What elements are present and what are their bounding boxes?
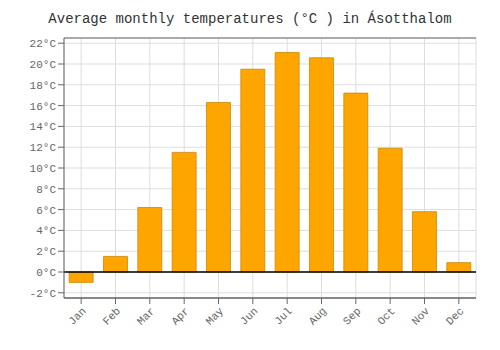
svg-text:Nov: Nov: [410, 305, 433, 328]
svg-text:Aug: Aug: [307, 305, 329, 327]
svg-text:Jun: Jun: [238, 305, 260, 327]
svg-text:16°C: 16°C: [30, 101, 57, 113]
svg-text:6°C: 6°C: [36, 205, 56, 217]
html-text:Average monthly temperatures (: Average monthly temperatures (°C ) in Ás…: [48, 11, 452, 27]
svg-text:Dec: Dec: [444, 305, 466, 327]
svg-text:0°C: 0°C: [36, 267, 56, 279]
svg-text:4°C: 4°C: [36, 225, 56, 237]
svg-text:Jan: Jan: [66, 305, 88, 327]
svg-text:Apr: Apr: [169, 305, 191, 327]
svg-text:20°C: 20°C: [30, 59, 57, 71]
svg-text:22°C: 22°C: [30, 38, 57, 50]
svg-text:Oct: Oct: [375, 305, 397, 327]
svg-text:Mar: Mar: [135, 305, 157, 327]
svg-text:8°C: 8°C: [36, 184, 56, 196]
svg-text:12°C: 12°C: [30, 142, 57, 154]
svg-text:Jul: Jul: [272, 305, 294, 327]
svg-text:10°C: 10°C: [30, 163, 57, 175]
svg-text:Sep: Sep: [341, 305, 363, 327]
svg-text:14°C: 14°C: [30, 121, 57, 133]
svg-text:-2°C: -2°C: [30, 288, 57, 300]
svg-text:Feb: Feb: [101, 305, 123, 327]
svg-text:May: May: [204, 305, 227, 328]
svg-text:18°C: 18°C: [30, 80, 57, 92]
svg-text:2°C: 2°C: [36, 246, 56, 258]
